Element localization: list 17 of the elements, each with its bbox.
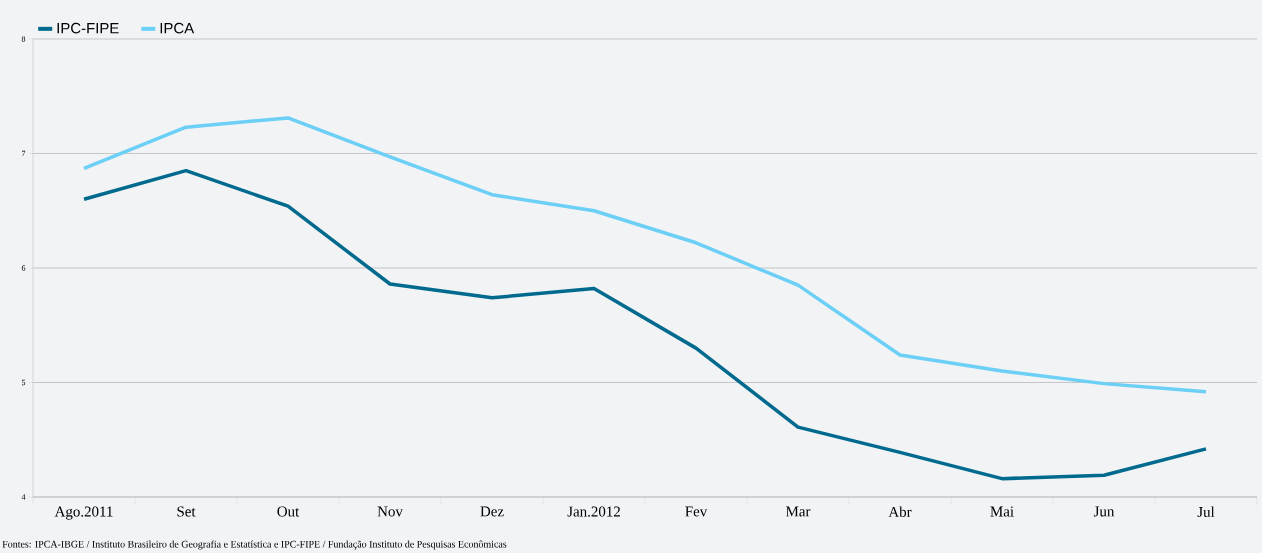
x-tick-label: Mai	[990, 506, 1014, 517]
line-series	[82, 168, 1208, 481]
legend-label: IPCA	[160, 22, 195, 34]
legend-label: IPC-FIPE	[57, 22, 119, 34]
line-series	[82, 116, 1208, 394]
x-tick-label: Dez	[480, 506, 504, 517]
x-tick-label: Set	[177, 506, 196, 517]
x-tick-label: Ago.2011	[54, 506, 113, 520]
x-tick-label: Mar	[786, 506, 811, 517]
x-tick-label: Jun	[1093, 506, 1115, 517]
text: Fontes: IPCA-IBGE / Instituto Brasileiro de Geografia e Estatística e IPC-FIPE / Fundação Instituto de Pesquisas Econômicas	[2, 540, 507, 550]
x-tick-label: Jan.2012	[567, 506, 620, 517]
x-tick-label: Jul	[1197, 506, 1215, 518]
x-tick-label: Nov	[377, 506, 403, 517]
x-tick-label: Fev	[685, 506, 708, 517]
x-tick-label: Out	[277, 506, 300, 517]
x-tick-label: Abr	[888, 506, 912, 518]
